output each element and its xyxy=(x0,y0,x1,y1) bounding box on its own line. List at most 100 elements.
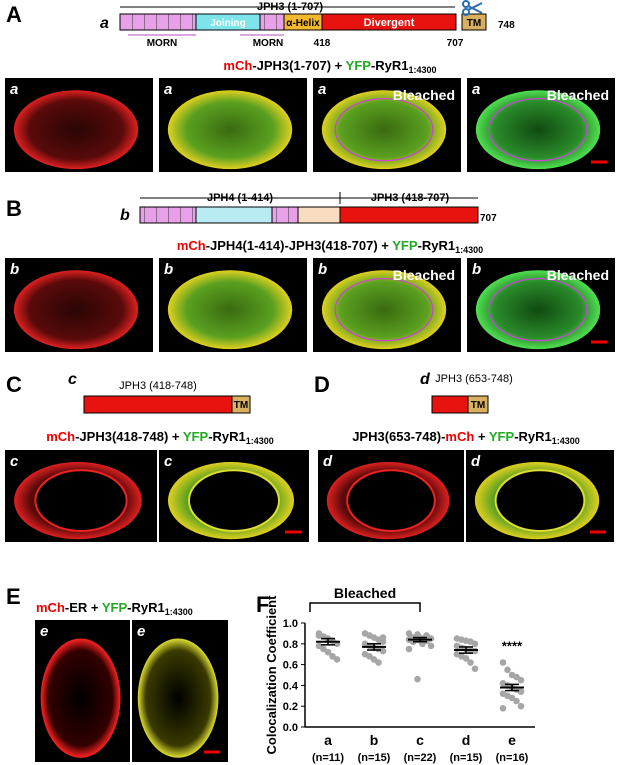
panel-label: D xyxy=(314,372,330,397)
data-point xyxy=(517,702,525,710)
y-axis-label: Colocalization Coefficient xyxy=(264,595,279,755)
data-point xyxy=(324,648,332,656)
bracket-label: Bleached xyxy=(334,585,396,601)
data-point xyxy=(499,704,507,712)
bleach-outline xyxy=(488,98,588,162)
construct-title: mCh-ER + YFP-RyR11:4300 xyxy=(36,600,193,617)
x-tick-label: e xyxy=(508,732,516,748)
cell xyxy=(167,270,293,350)
x-tick-label: d xyxy=(462,732,471,748)
domain xyxy=(431,395,469,414)
y-tick-label: 0.0 xyxy=(283,722,298,734)
n-label: (n=15) xyxy=(358,752,391,764)
domain xyxy=(195,206,273,224)
domain xyxy=(467,395,489,414)
x-tick-label: a xyxy=(324,732,332,748)
bar-label: JPH3 (653-748) xyxy=(435,373,513,385)
bar-label: JPH3 (418-748) xyxy=(119,380,197,392)
domain-label: Joining xyxy=(210,18,246,29)
construct-letter: c xyxy=(68,371,77,388)
cell xyxy=(40,638,121,758)
data-point xyxy=(462,655,470,662)
construct-title: mCh-JPH4(1-414)-JPH3(418-707) + YFP-RyR1… xyxy=(177,238,483,255)
bleach-outline xyxy=(488,278,588,342)
nucleus xyxy=(494,469,586,532)
y-tick-label: 0.6 xyxy=(283,660,298,672)
data-point xyxy=(333,656,341,663)
residue-label: 707 xyxy=(447,38,464,49)
construct-title: mCh-JPH3(418-748) + YFP-RyR11:4300 xyxy=(46,429,274,446)
scissors-icon xyxy=(462,0,483,16)
construct-letter: d xyxy=(420,371,431,388)
nucleus xyxy=(346,469,436,532)
image-letter: a xyxy=(318,81,326,98)
image-letter: b xyxy=(10,261,19,278)
x-tick-label: b xyxy=(370,732,379,748)
image-letter: b xyxy=(318,261,327,278)
span-label: JPH3 (1-707) xyxy=(257,1,323,13)
data-point xyxy=(499,659,507,666)
cell xyxy=(13,90,139,170)
construct-letter: a xyxy=(100,15,109,32)
panel-label: E xyxy=(6,584,21,609)
n-label: (n=11) xyxy=(312,752,344,764)
micrographs: a a a Bleached a Bleached b b b Bleached b Bleached… xyxy=(5,78,615,762)
image-letter: d xyxy=(323,453,333,470)
construct-title: JPH3(653-748)-mCh + YFP-RyR11:4300 xyxy=(352,429,580,446)
data-point xyxy=(379,634,387,641)
nucleus xyxy=(188,469,280,532)
data-point xyxy=(517,688,525,695)
data-point xyxy=(375,659,382,666)
y-tick-label: 0.8 xyxy=(283,639,298,651)
bracket xyxy=(309,602,421,612)
bleached-label: Bleached xyxy=(547,267,609,283)
chart: 0.0 0.2 0.4 0.6 0.8 1.0 Colocalization Coeffic… xyxy=(264,585,535,764)
n-label: (n=22) xyxy=(404,752,437,764)
domain xyxy=(321,13,457,31)
data-point xyxy=(427,642,435,650)
y-tick-label: 0.4 xyxy=(283,680,299,692)
bleached-label: Bleached xyxy=(393,87,455,103)
nucleus xyxy=(34,469,128,532)
data-point xyxy=(405,630,413,637)
motif-label: MORN xyxy=(147,38,178,49)
image-letter: a xyxy=(164,81,172,98)
bleach-outline xyxy=(334,98,434,162)
domain xyxy=(339,206,479,224)
image-letter: a xyxy=(10,81,18,98)
data-point xyxy=(467,659,474,666)
cell xyxy=(321,270,447,350)
image-letter: c xyxy=(164,453,173,470)
panel-label: C xyxy=(6,372,22,397)
panel-label: F xyxy=(256,592,269,617)
n-label: (n=16) xyxy=(496,752,529,764)
cell xyxy=(321,90,447,170)
construct-letter: b xyxy=(120,207,130,224)
image-letter: a xyxy=(472,81,480,98)
cell xyxy=(475,270,601,350)
length-label: 707 xyxy=(480,213,497,224)
domain-label: TM xyxy=(471,400,485,411)
x-tick-label: c xyxy=(416,732,424,748)
significance: **** xyxy=(502,639,523,654)
domain-label: α-Helix xyxy=(286,18,320,29)
morn-domain xyxy=(139,206,197,224)
bleached-label: Bleached xyxy=(393,267,455,283)
domain xyxy=(231,395,251,414)
cell xyxy=(137,638,219,758)
domain xyxy=(461,13,487,31)
bleach-outline xyxy=(334,278,434,342)
n-label: (n=15) xyxy=(450,752,483,764)
span-label: JPH4 (1-414) xyxy=(207,192,273,204)
data-point xyxy=(414,675,421,683)
image-letter: e xyxy=(40,623,48,640)
image-letter: c xyxy=(10,453,19,470)
cell xyxy=(13,270,139,350)
data-point xyxy=(405,645,413,653)
panel-label: A xyxy=(6,2,22,27)
data-point xyxy=(379,647,387,655)
y-tick-label: 0.2 xyxy=(283,701,298,713)
domain-label: Divergent xyxy=(364,17,415,29)
image-letter: d xyxy=(471,453,481,470)
